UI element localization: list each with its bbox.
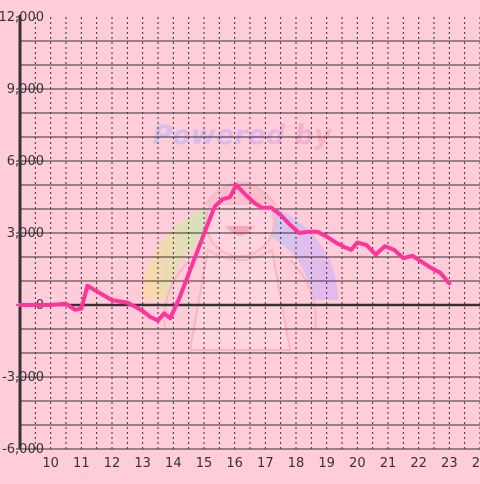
x-tick-label: 16	[226, 456, 243, 471]
watermark-text: Powered by	[153, 120, 333, 151]
series-line	[18, 183, 452, 323]
x-tick-label: 15	[196, 456, 213, 471]
x-tick-label: 13	[134, 456, 151, 471]
x-tick-label: 14	[165, 456, 182, 471]
series	[18, 183, 452, 323]
x-tick-label: 18	[288, 456, 305, 471]
y-tick-label: 9,000	[7, 82, 44, 97]
x-tick-label: 12	[104, 456, 121, 471]
x-tick-label: 10	[42, 456, 59, 471]
x-tick-label: 20	[349, 456, 366, 471]
y-tick-label: -6,000	[2, 442, 44, 457]
x-tick-label: 24	[472, 456, 480, 471]
x-tick-label: 11	[73, 456, 90, 471]
x-tick-label: 19	[318, 456, 335, 471]
x-tick-label: 17	[257, 456, 274, 471]
x-tick-label: 21	[380, 456, 397, 471]
y-tick-label: 12,000	[0, 10, 44, 25]
watermark-rainbow-arc	[142, 202, 338, 300]
x-tick-label: 23	[441, 456, 458, 471]
x-tick-label: 22	[410, 456, 427, 471]
y-tick-label: 3,000	[7, 226, 44, 241]
grid	[20, 17, 480, 449]
y-tick-label: 6,000	[7, 154, 44, 169]
y-tick-label: -3,000	[2, 370, 44, 385]
